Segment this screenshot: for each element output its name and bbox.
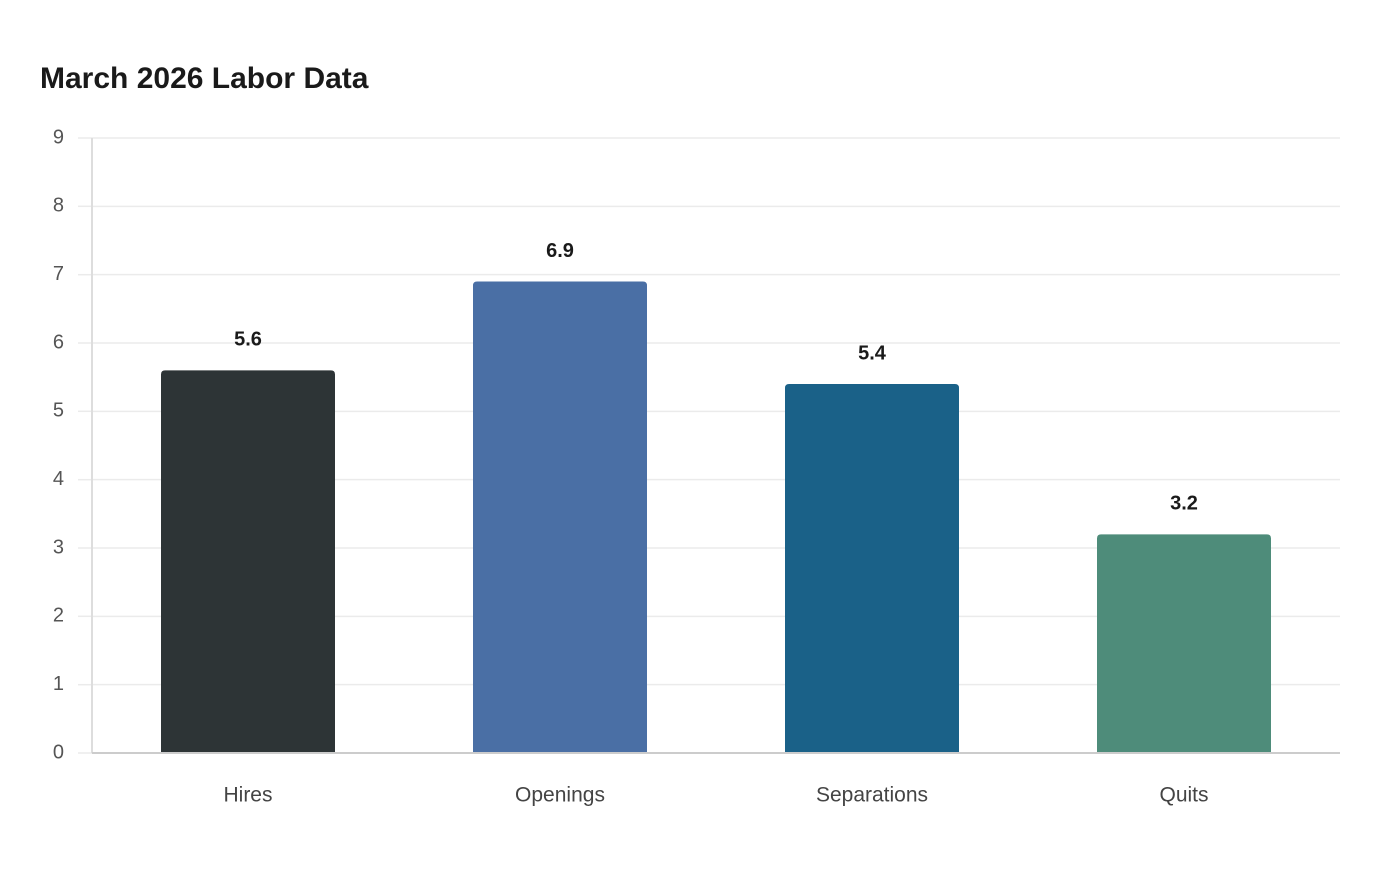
y-tick-label: 4 xyxy=(53,468,64,490)
y-tick-label: 6 xyxy=(53,331,64,353)
x-tick-label: Hires xyxy=(223,784,272,807)
y-tick-label: 2 xyxy=(53,605,64,627)
bar xyxy=(161,370,335,753)
y-tick-label: 5 xyxy=(53,400,64,422)
y-tick-label: 3 xyxy=(53,536,64,558)
x-tick-label: Quits xyxy=(1159,784,1208,807)
value-label: 5.6 xyxy=(234,329,262,351)
y-tick-label: 1 xyxy=(53,673,64,695)
y-tick-label: 8 xyxy=(53,195,64,217)
x-tick-label: Separations xyxy=(816,784,928,807)
bar xyxy=(1097,534,1271,753)
bar xyxy=(785,384,959,753)
y-tick-label: 0 xyxy=(53,741,64,763)
chart-title: March 2026 Labor Data xyxy=(40,62,369,95)
y-tick-label: 9 xyxy=(53,126,64,148)
x-tick-label: Openings xyxy=(515,784,605,807)
bar xyxy=(473,281,647,753)
value-label: 6.9 xyxy=(546,240,574,262)
value-label: 3.2 xyxy=(1170,493,1198,515)
value-label: 5.4 xyxy=(858,342,887,364)
y-tick-label: 7 xyxy=(53,263,64,285)
